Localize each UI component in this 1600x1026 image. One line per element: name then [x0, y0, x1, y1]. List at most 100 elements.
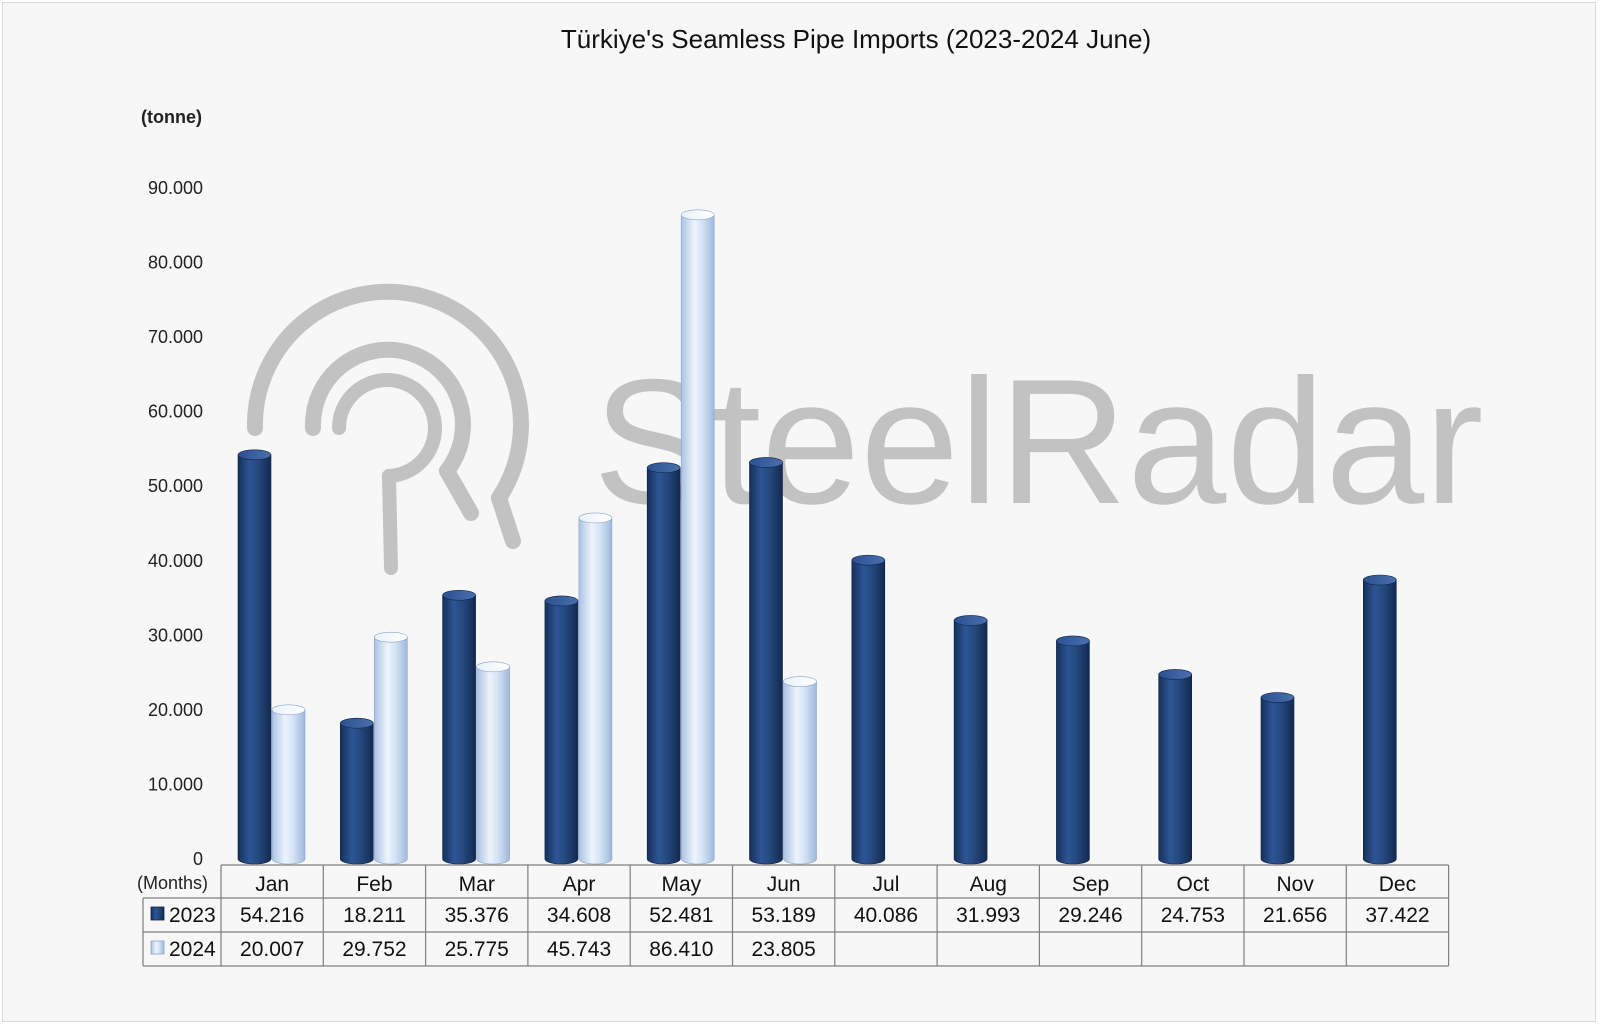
bar-top [1260, 692, 1295, 703]
x-axis-header: (Months) [137, 873, 208, 893]
bar-2023-dec [1363, 574, 1397, 865]
data-label: 31.993 [956, 904, 1020, 927]
category-label: Dec [1379, 873, 1416, 896]
steelradar-logo-icon [246, 283, 529, 575]
bar-top [1158, 669, 1192, 680]
bar-body [1056, 640, 1090, 865]
bar-body [680, 214, 715, 865]
bar-body [340, 722, 374, 865]
data-label: 86.410 [649, 938, 713, 961]
y-tick-label: 60.000 [148, 402, 203, 422]
bar-2023-jul [851, 554, 886, 865]
data-label: 53.189 [752, 904, 816, 927]
data-label: 52.481 [649, 904, 713, 927]
bar-top [544, 595, 579, 607]
legend-label: 2023 [169, 904, 216, 927]
bar-2023-sep [1056, 635, 1090, 865]
data-label: 34.608 [547, 904, 611, 927]
y-tick-label: 30.000 [148, 625, 203, 645]
bar-2023-mar [442, 589, 476, 865]
data-label: 37.422 [1365, 904, 1429, 927]
bar-top [783, 676, 817, 687]
bar-2023-oct [1158, 669, 1192, 865]
data-label: 25.775 [445, 938, 509, 961]
y-tick-label: 40.000 [148, 551, 203, 571]
bar-top [442, 589, 476, 601]
data-table: (Months) Jan Feb Mar Apr May Jun Jul Aug Sep Oct No… [137, 864, 1450, 967]
bar-top [578, 512, 613, 524]
y-axis-unit: (tonne) [141, 107, 202, 127]
bar-2024-apr [578, 512, 613, 865]
bar-2024-jan [271, 704, 306, 865]
y-tick-label: 20.000 [148, 700, 203, 720]
category-label: Mar [459, 873, 495, 896]
bar-2023-may [646, 462, 681, 865]
bar-2024-feb [373, 631, 408, 865]
data-label: 29.246 [1058, 904, 1122, 927]
y-axis: 0 10.000 20.000 30.000 40.000 50.000 60.000 70.… [148, 178, 203, 869]
bar-top [680, 209, 715, 221]
category-label: Jan [255, 873, 289, 896]
y-tick-label: 50.000 [148, 476, 203, 496]
bar-body [476, 666, 510, 865]
chart-title: Türkiye's Seamless Pipe Imports (2023-20… [561, 24, 1151, 54]
y-tick-label: 70.000 [148, 327, 203, 347]
category-label: Aug [970, 873, 1007, 896]
steelradar-watermark: SteelRadar [246, 283, 1484, 575]
bar-body [442, 594, 476, 865]
bar-top [1056, 635, 1090, 647]
data-label: 35.376 [445, 904, 509, 927]
category-label: Oct [1177, 873, 1210, 896]
bar-top [271, 704, 306, 716]
bar-top [646, 462, 681, 474]
bar-body [237, 454, 272, 865]
bar-2024-mar [476, 661, 510, 865]
bar-top [953, 615, 988, 626]
chart-svg: SteelRadar Türkiye's Seamless Pipe Impor… [137, 24, 1484, 967]
category-label: Apr [563, 873, 596, 896]
bar-2023-jan [237, 449, 272, 865]
category-label: Feb [356, 873, 392, 896]
y-tick-label: 10.000 [148, 774, 203, 794]
category-label: Jun [767, 873, 801, 896]
bars [237, 209, 1397, 865]
y-tick-label: 0 [193, 849, 203, 869]
bar-body [578, 517, 613, 865]
bar-top [339, 717, 374, 729]
data-label: 18.211 [343, 904, 406, 927]
data-label: 29.752 [342, 938, 406, 961]
category-label: May [662, 873, 702, 896]
data-label: 21.656 [1263, 904, 1327, 927]
data-label: 45.743 [547, 938, 611, 961]
bar-2023-apr [544, 595, 579, 865]
bar-2024-may [680, 209, 715, 865]
bar-body [783, 681, 817, 865]
bar-body [646, 467, 681, 865]
bar-body [1158, 674, 1192, 865]
legend-swatch-2023 [150, 906, 165, 921]
data-label: 40.086 [854, 904, 918, 927]
category-label: Sep [1072, 873, 1109, 896]
bar-body [749, 462, 783, 865]
bar-2023-aug [953, 615, 988, 865]
bar-body [953, 620, 988, 865]
category-label: Jul [873, 873, 900, 896]
data-label: 20.007 [240, 938, 304, 961]
bar-body [851, 559, 886, 865]
legend-swatch-2024 [150, 940, 165, 955]
bar-body [271, 709, 306, 865]
bar-body [1363, 579, 1397, 865]
bar-body [1260, 697, 1295, 865]
bar-top [237, 449, 272, 461]
bar-top [1363, 574, 1397, 586]
bar-top [373, 631, 408, 643]
bar-top [851, 554, 886, 566]
data-label: 24.753 [1161, 904, 1225, 927]
bar-top [749, 457, 783, 468]
data-label: 54.216 [240, 904, 304, 927]
bar-top [476, 661, 510, 673]
category-label: Nov [1276, 873, 1314, 896]
bar-2024-jun [783, 676, 817, 865]
bar-2023-feb [339, 717, 374, 865]
